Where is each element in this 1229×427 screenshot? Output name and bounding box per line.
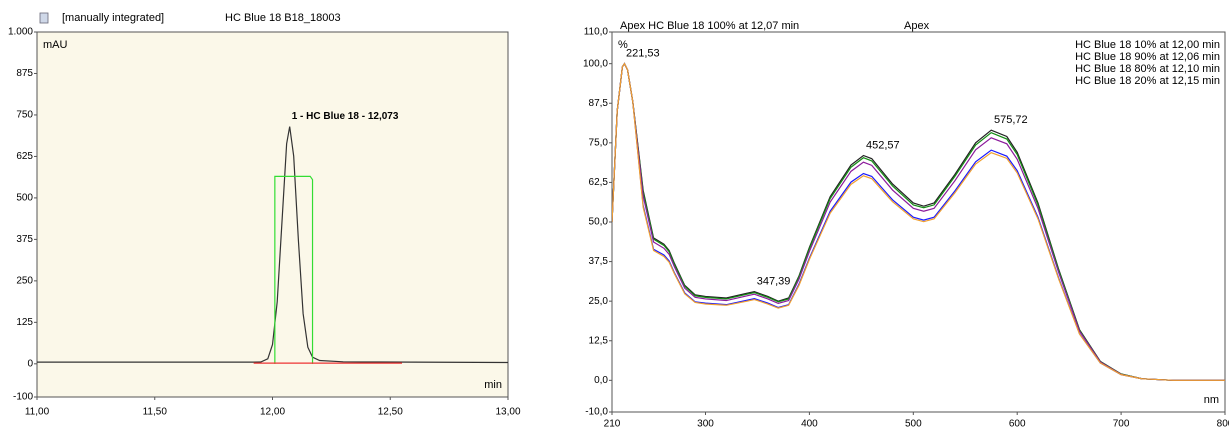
plot-lines	[612, 62, 1225, 381]
chart-title: Apex HC Blue 18 100% at 12,07 min	[620, 20, 799, 32]
peak-label: 452,57	[866, 139, 900, 151]
y-tick-label: 25,0	[589, 296, 609, 307]
y-tick-label: 62,5	[589, 177, 609, 188]
x-tick-label: 700	[1113, 419, 1130, 427]
plot-lines	[37, 126, 508, 364]
y-tick-label: 875	[16, 68, 33, 79]
y-tick-label: 87,5	[589, 98, 609, 109]
y-tick-label: 625	[16, 151, 33, 162]
series-line	[612, 62, 1225, 381]
chart-subtitle: Apex	[904, 20, 930, 32]
x-tick-label: 600	[1009, 419, 1026, 427]
y-tick-label: 75,0	[589, 137, 609, 148]
y-tick-label: 125	[16, 317, 33, 328]
y-tick-label: -100	[13, 392, 33, 403]
x-axis-label: min	[484, 379, 502, 391]
y-tick-label: 37,5	[589, 256, 609, 267]
peak-label: 347,39	[757, 276, 791, 288]
x-tick-label: 500	[905, 419, 922, 427]
y-tick-label: 100,0	[583, 58, 608, 69]
x-axis-label: nm	[1204, 394, 1219, 406]
y-tick-label: 250	[16, 276, 33, 287]
x-tick-label: 11,00	[25, 407, 50, 418]
report-icon	[39, 12, 49, 24]
y-tick-label: 12,5	[589, 335, 609, 346]
legend-entry: HC Blue 18 20% at 12,15 min	[1075, 75, 1220, 87]
y-tick-label: 0	[27, 358, 33, 369]
y-axis-label: %	[618, 39, 628, 51]
plot-area	[611, 31, 1226, 413]
legend-entry: HC Blue 18 10% at 12,00 min	[1075, 39, 1220, 51]
x-tick-label: 800	[1217, 419, 1229, 427]
series-line	[37, 126, 508, 364]
y-tick-label: 750	[16, 110, 33, 121]
y-tick-label: 500	[16, 193, 33, 204]
legend-entry: HC Blue 18 80% at 12,10 min	[1075, 63, 1220, 75]
y-tick-label: 1.000	[8, 27, 33, 38]
header-text: HC Blue 18 B18_18003	[225, 12, 341, 24]
x-tick-label: 400	[801, 419, 818, 427]
x-tick-label: 12,00	[260, 407, 285, 418]
x-tick-label: 300	[697, 419, 714, 427]
x-tick-label: 11,50	[143, 407, 168, 418]
series-line	[612, 62, 1225, 381]
x-tick-label: 12,50	[378, 407, 403, 418]
peak-label: 221,53	[626, 48, 660, 60]
y-tick-label: 375	[16, 234, 33, 245]
y-tick-label: 110,0	[584, 27, 609, 38]
series-line	[274, 175, 314, 364]
peak-label: 575,72	[994, 114, 1028, 126]
legend-entry: HC Blue 18 90% at 12,06 min	[1075, 51, 1220, 63]
header-text: [manually integrated]	[62, 12, 164, 24]
plot-area	[36, 31, 509, 398]
x-tick-label: 210	[604, 419, 621, 427]
y-axis-label: mAU	[43, 39, 68, 51]
x-tick-label: 13,00	[495, 407, 520, 418]
series-line	[612, 62, 1225, 381]
peak-label: 1 - HC Blue 18 - 12,073	[292, 111, 399, 122]
y-tick-label: 50,0	[589, 217, 609, 228]
y-tick-label: 0,0	[594, 375, 608, 386]
y-tick-label: -10,0	[585, 407, 608, 418]
